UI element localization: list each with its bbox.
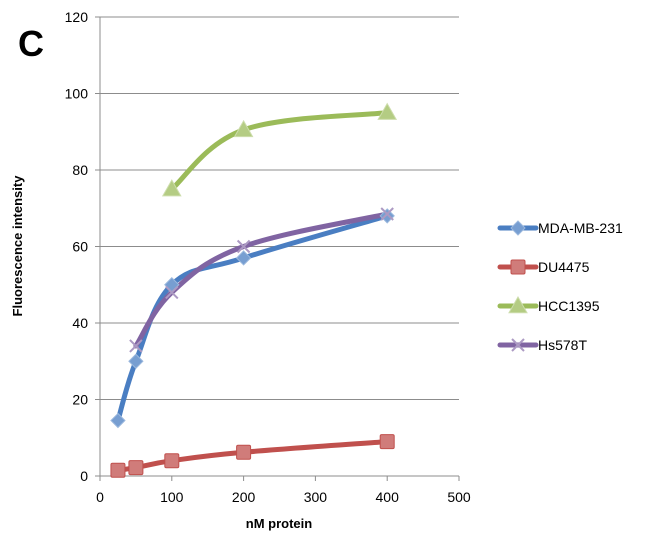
series-line-hcc1395 xyxy=(169,110,390,192)
legend-marker xyxy=(510,220,526,236)
marker-stroke xyxy=(165,285,179,300)
x-tick-label: 300 xyxy=(304,489,328,505)
data-point-hcc1395 xyxy=(377,102,398,120)
data-point-du4475 xyxy=(236,444,252,460)
data-point-mda-mb-231 xyxy=(235,250,252,266)
x-tick-label: 0 xyxy=(96,489,104,505)
data-point-mda-mb-231 xyxy=(379,208,395,224)
data-point-du4475 xyxy=(128,460,144,476)
legend-marker xyxy=(508,295,528,314)
data-point-mda-mb-231 xyxy=(128,353,144,369)
y-tick-label: 20 xyxy=(72,392,88,408)
data-point-hs578t xyxy=(129,339,143,353)
marker-stroke xyxy=(129,339,143,353)
data-point-du4475 xyxy=(379,434,395,450)
series-markers xyxy=(110,102,398,478)
legend-item: DU4475 xyxy=(497,259,590,275)
series-lines xyxy=(115,110,390,473)
series-line-hs578t xyxy=(133,211,390,349)
marker-stroke xyxy=(511,338,525,352)
legend-label: MDA-MB-231 xyxy=(538,220,623,236)
x-tick-label: 200 xyxy=(232,489,256,505)
data-point-du4475 xyxy=(110,462,126,478)
data-point-du4475 xyxy=(164,453,180,469)
marker-stroke xyxy=(380,207,394,221)
legend-label: HCC1395 xyxy=(538,298,600,314)
data-point-hs578t xyxy=(165,285,179,300)
y-tick-label: 100 xyxy=(65,86,89,102)
data-point-hs578t xyxy=(380,207,394,221)
axes: 0 20 40 60 80 100 120 0 100 200 300 400 500 xyxy=(65,9,471,505)
y-tick-label: 120 xyxy=(65,9,89,25)
x-tick-label: 100 xyxy=(160,489,184,505)
legend-marker xyxy=(511,338,525,352)
y-tick-label: 0 xyxy=(80,468,88,484)
data-point-mda-mb-231 xyxy=(110,412,126,429)
data-point-hcc1395 xyxy=(161,179,182,197)
y-tick-label: 80 xyxy=(72,162,88,178)
legend-label: DU4475 xyxy=(538,259,590,275)
data-point-hcc1395 xyxy=(233,119,254,138)
x-axis-title: nM protein xyxy=(246,516,312,531)
series-line-mda-mb-231 xyxy=(115,213,390,424)
gridlines xyxy=(100,16,459,400)
x-tick-label: 400 xyxy=(376,489,400,505)
x-tick-label: 500 xyxy=(447,489,471,505)
data-point-hs578t xyxy=(236,239,251,254)
panel-label: C xyxy=(18,23,44,64)
y-axis-title: Fluorescence intensity xyxy=(10,175,25,317)
legend-marker xyxy=(510,259,526,275)
legend: MDA-MB-231 DU4475 HCC1395 Hs578T xyxy=(497,220,623,353)
legend-label: Hs578T xyxy=(538,337,587,353)
series-line-du4475 xyxy=(115,439,390,473)
y-tick-label: 40 xyxy=(72,315,88,331)
legend-item: MDA-MB-231 xyxy=(497,220,623,236)
legend-item: Hs578T xyxy=(497,337,587,353)
legend-item: HCC1395 xyxy=(497,295,600,314)
marker-stroke xyxy=(236,239,251,254)
y-tick-label: 60 xyxy=(72,239,88,255)
